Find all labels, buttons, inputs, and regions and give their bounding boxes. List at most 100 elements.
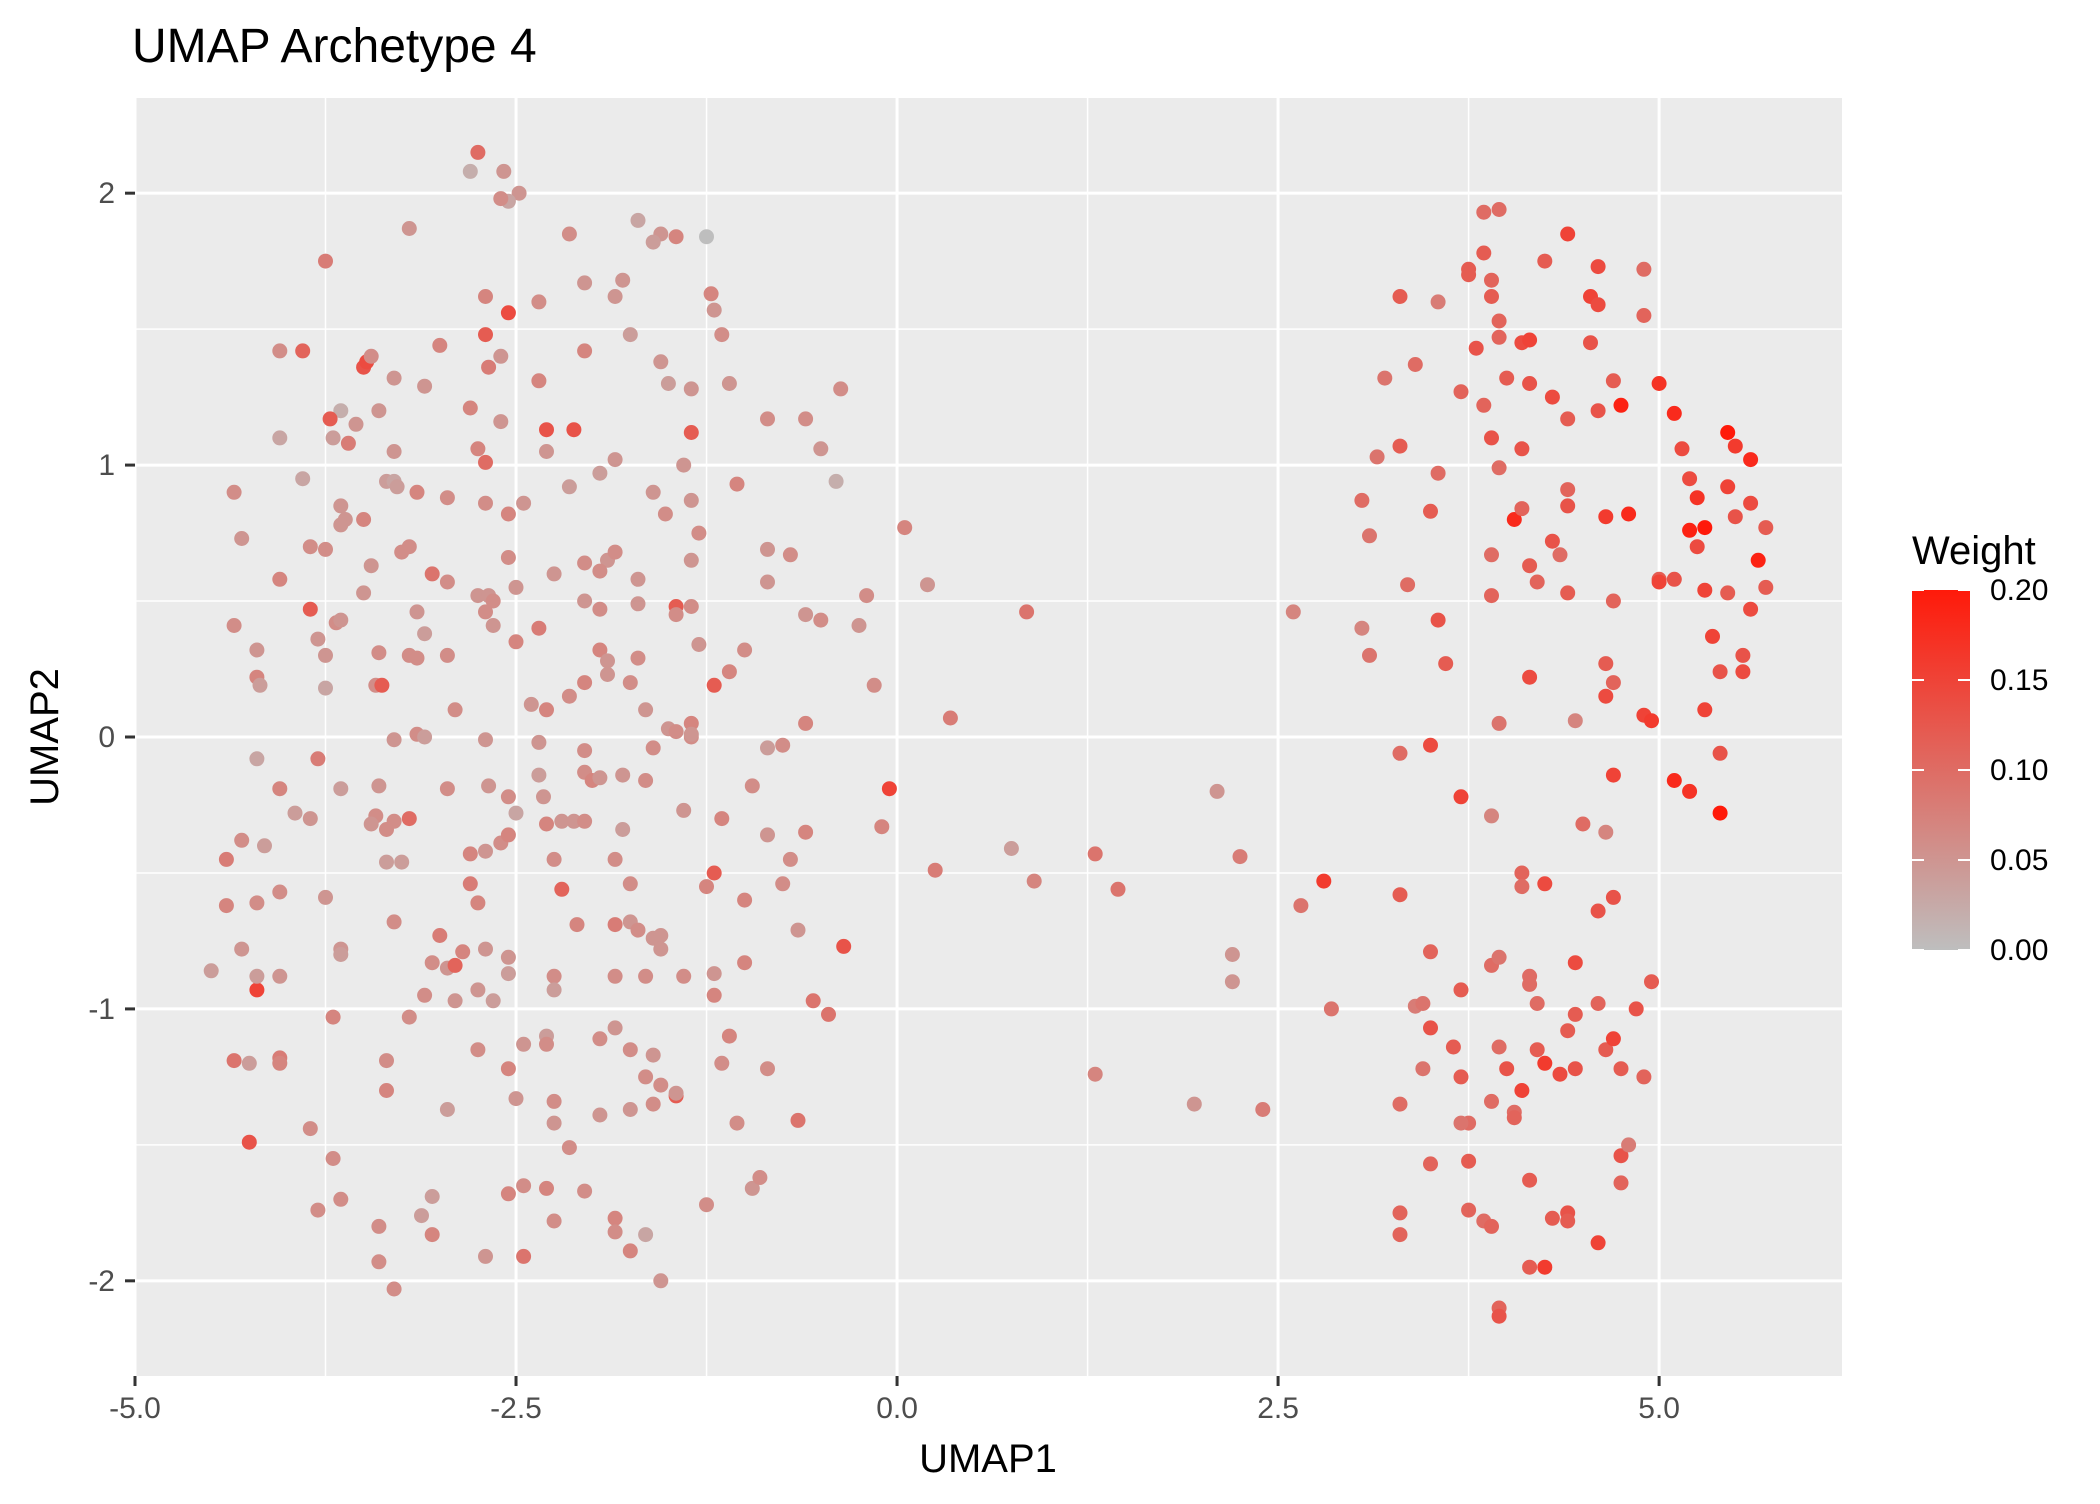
data-point [516,1248,532,1264]
x-tick-label: 0.0 [876,1392,918,1425]
data-point [577,813,593,829]
data-point [1522,1259,1538,1275]
data-point [1727,509,1743,525]
data-point [363,558,379,574]
data-point [322,411,338,427]
data-point [318,889,333,905]
legend-tick-label: 0.20 [1990,574,2048,607]
data-point [432,928,448,943]
data-point [1476,204,1492,220]
data-point [714,1055,730,1071]
data-point [1484,808,1499,824]
data-point [374,677,390,693]
data-point [676,457,692,473]
data-point [424,566,440,582]
data-point [287,805,303,821]
data-point [592,770,608,786]
data-point [1544,389,1560,405]
data-point [249,982,265,998]
data-point [1598,688,1614,704]
data-point [536,789,551,805]
data-point [1453,1069,1469,1085]
data-point [790,1112,806,1128]
data-point [302,601,318,617]
data-point [1590,403,1606,419]
data-point [1720,585,1736,601]
data-point [1560,498,1576,514]
data-point [1377,370,1393,386]
data-point [1392,1205,1408,1221]
data-point [1499,1061,1515,1077]
data-point [729,1115,745,1131]
data-point [333,612,349,628]
legend-tick-label: 0.15 [1990,664,2048,697]
data-point [866,677,882,693]
data-point [1484,272,1499,288]
data-point [371,1218,387,1234]
data-point [1705,628,1720,644]
data-point [622,876,638,892]
data-point [478,843,493,859]
data-point [592,563,608,579]
data-point [1598,656,1614,672]
data-point [577,743,593,759]
data-point [836,938,852,954]
data-point [272,884,288,900]
data-point [554,813,570,829]
data-point [539,422,554,438]
data-point [1712,664,1728,680]
data-point [241,1134,257,1150]
data-point [531,294,547,310]
data-point [249,895,265,911]
data-point [821,1006,836,1022]
data-point [683,715,699,731]
data-point [1621,506,1637,522]
data-point [752,1170,768,1185]
data-point [1430,465,1446,481]
data-point [1392,745,1408,761]
data-point [226,484,242,500]
data-point [539,1036,554,1052]
data-point [493,414,509,430]
data-point [478,454,493,470]
data-point [638,1069,654,1085]
data-point [706,865,722,881]
data-point [630,596,646,612]
data-point [394,544,410,560]
data-point [470,441,486,457]
data-point [813,441,829,457]
data-point [508,579,524,595]
data-point [897,520,913,536]
data-point [1392,289,1408,304]
data-point [1110,881,1126,897]
y-tick-label: 1 [98,449,115,482]
data-point [508,634,524,650]
data-point [714,327,730,343]
data-point [683,425,699,440]
data-point [790,922,806,938]
data-point [1514,1083,1530,1098]
data-point [478,289,493,304]
data-point [1415,1061,1431,1077]
data-point [302,1121,318,1137]
data-point [295,471,311,487]
data-point [539,444,554,459]
data-point [554,881,570,897]
data-point [1697,520,1713,536]
data-point [1423,737,1438,753]
data-point [1743,601,1759,617]
data-point [1590,1235,1606,1251]
data-point [546,1093,562,1109]
data-point [478,1248,493,1264]
data-point [1506,1110,1522,1126]
x-axis-title: UMAP1 [919,1437,1057,1481]
data-point [1735,647,1751,663]
data-point [683,552,699,568]
data-point [546,1213,562,1229]
data-point [1605,889,1621,905]
data-point [1682,783,1698,799]
data-point [417,987,433,1003]
data-point [511,185,527,201]
data-point [371,1254,387,1270]
data-point [699,229,714,245]
